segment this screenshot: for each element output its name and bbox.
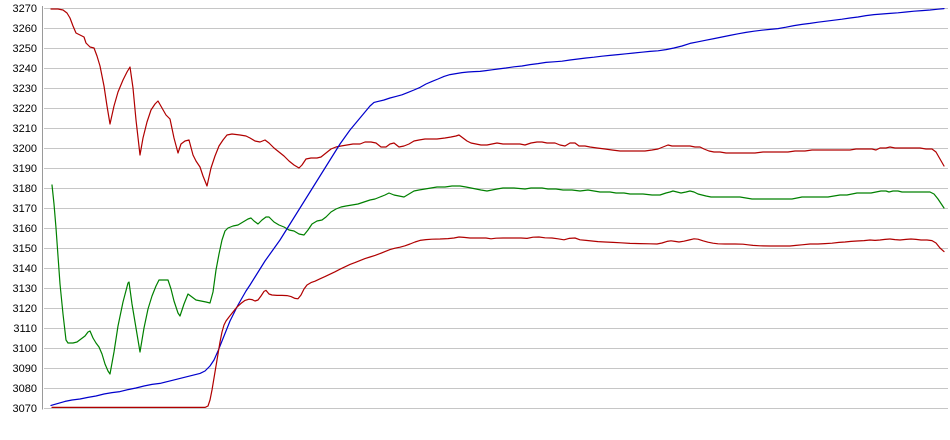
y-axis-label: 3270	[13, 3, 37, 15]
y-axis-label: 3070	[13, 403, 37, 415]
series-upper-red-line	[50, 8, 945, 187]
y-axis-label: 3140	[13, 263, 37, 275]
y-axis-label: 3090	[13, 363, 37, 375]
y-axis-label: 3150	[13, 243, 37, 255]
y-axis-label: 3230	[13, 83, 37, 95]
y-axis-label: 3190	[13, 163, 37, 175]
y-axis-label: 3170	[13, 203, 37, 215]
y-axis-label: 3160	[13, 223, 37, 235]
series-green-line	[51, 184, 945, 375]
series-blue-line	[50, 8, 945, 406]
y-axis-label: 3130	[13, 283, 37, 295]
y-axis-label: 3260	[13, 23, 37, 35]
y-axis-label: 3240	[13, 63, 37, 75]
y-axis-label: 3200	[13, 143, 37, 155]
y-axis-label: 3100	[13, 343, 37, 355]
y-axis-label: 3250	[13, 43, 37, 55]
y-axis-label: 3180	[13, 183, 37, 195]
y-axis-label: 3220	[13, 103, 37, 115]
y-axis-label: 3210	[13, 123, 37, 135]
series-lower-red-line	[51, 236, 945, 408]
y-axis-label: 3120	[13, 303, 37, 315]
y-axis-label: 3110	[13, 323, 37, 335]
y-axis-label: 3080	[13, 383, 37, 395]
